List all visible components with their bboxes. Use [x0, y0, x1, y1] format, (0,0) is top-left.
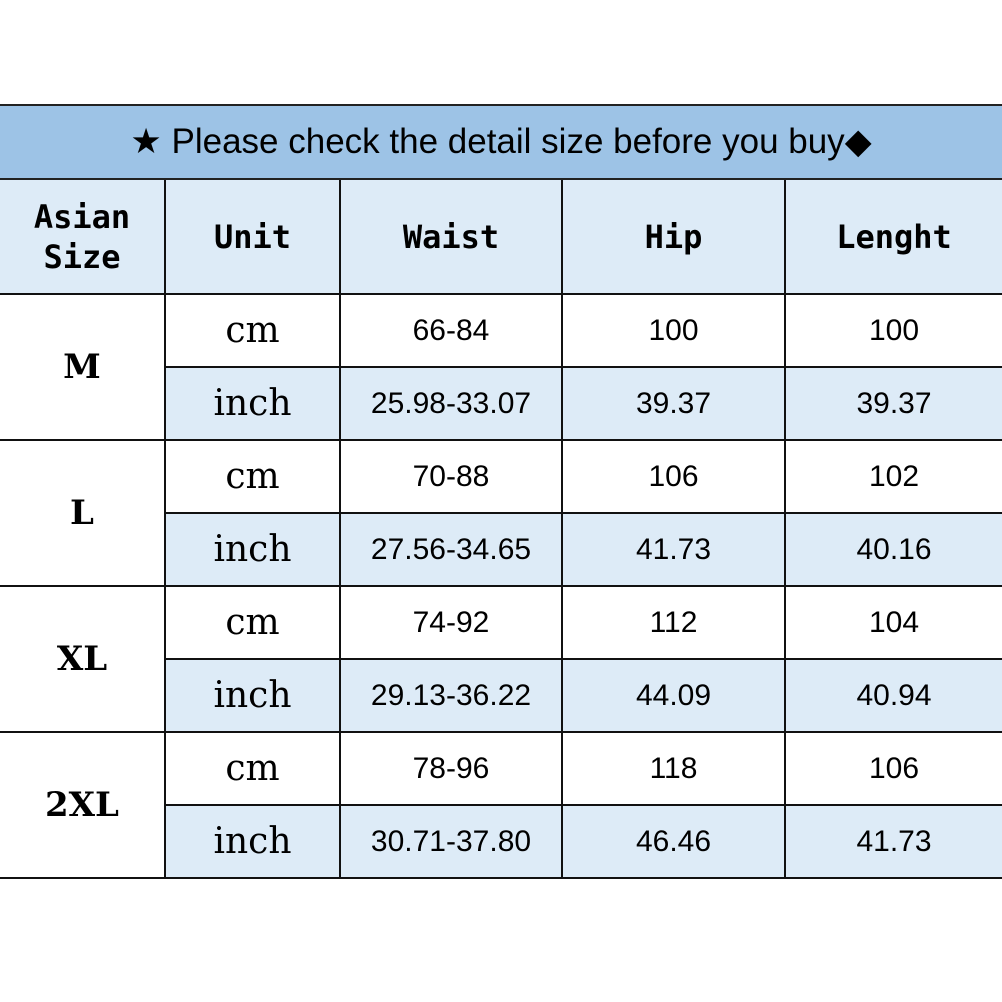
unit-cell: inch: [165, 804, 341, 879]
unit-cell: inch: [165, 658, 341, 733]
length-cell: 39.37: [784, 366, 1002, 441]
size-cell: 2XL: [0, 731, 166, 879]
size-cell: M: [0, 293, 166, 441]
length-cell: 100: [784, 293, 1002, 368]
waist-cell: 30.71-37.80: [339, 804, 563, 879]
size-chart: ★ Please check the detail size before yo…: [0, 104, 1002, 879]
waist-cell: 25.98-33.07: [339, 366, 563, 441]
hip-cell: 39.37: [561, 366, 786, 441]
header-length: Lenght: [784, 180, 1002, 295]
unit-cell: cm: [164, 731, 341, 806]
unit-cell: cm: [164, 293, 341, 368]
hip-cell: 118: [561, 731, 786, 806]
waist-cell: 70-88: [339, 439, 563, 514]
hip-cell: 46.46: [561, 804, 786, 879]
diamond-icon: ◆: [844, 122, 872, 161]
table-row: inch 27.56-34.65 41.73 40.16: [0, 512, 1002, 587]
table-row: inch 30.71-37.80 46.46 41.73: [0, 804, 1002, 879]
waist-cell: 29.13-36.22: [339, 658, 563, 733]
hip-cell: 106: [561, 439, 786, 514]
waist-cell: 74-92: [339, 585, 563, 660]
table-row: inch 29.13-36.22 44.09 40.94: [0, 658, 1002, 733]
size-chart-banner: ★ Please check the detail size before yo…: [0, 104, 1002, 180]
size-cell: L: [0, 439, 166, 587]
length-cell: 106: [784, 731, 1002, 806]
header-waist: Waist: [339, 180, 563, 295]
star-icon: ★: [130, 122, 162, 161]
table-row: XL cm 74-92 112 104: [0, 585, 1002, 733]
header-row: Asian Size Unit Waist Hip Lenght: [0, 180, 1002, 295]
table-row: inch 25.98-33.07 39.37 39.37: [0, 366, 1002, 441]
hip-cell: 100: [561, 293, 786, 368]
length-cell: 104: [784, 585, 1002, 660]
waist-cell: 66-84: [339, 293, 563, 368]
header-unit: Unit: [164, 180, 341, 295]
unit-cell: inch: [165, 512, 341, 587]
header-hip: Hip: [561, 180, 786, 295]
hip-cell: 112: [561, 585, 786, 660]
unit-cell: inch: [165, 366, 341, 441]
waist-cell: 27.56-34.65: [339, 512, 563, 587]
table-row: 2XL cm 78-96 118 106: [0, 731, 1002, 879]
length-cell: 40.16: [784, 512, 1002, 587]
hip-cell: 44.09: [561, 658, 786, 733]
length-cell: 102: [784, 439, 1002, 514]
size-cell: XL: [0, 585, 166, 733]
unit-cell: cm: [164, 585, 341, 660]
banner-text: Please check the detail size before you …: [171, 122, 845, 161]
hip-cell: 41.73: [561, 512, 786, 587]
waist-cell: 78-96: [339, 731, 563, 806]
header-asian-size: Asian Size: [0, 180, 166, 295]
length-cell: 41.73: [784, 804, 1002, 879]
unit-cell: cm: [164, 439, 341, 514]
length-cell: 40.94: [784, 658, 1002, 733]
